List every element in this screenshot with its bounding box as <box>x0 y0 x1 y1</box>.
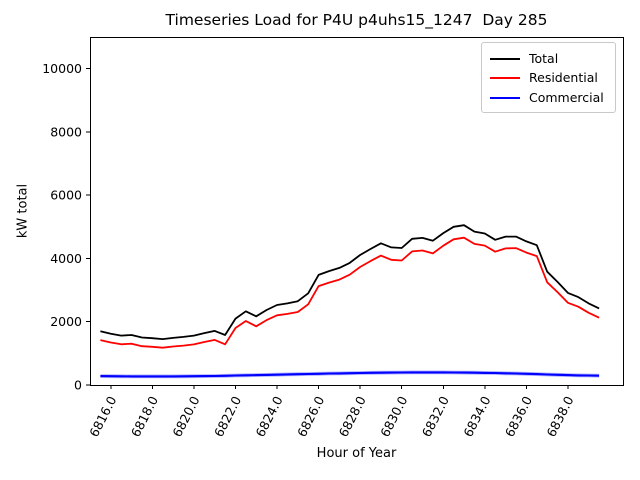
y-tick-label: 0 <box>74 378 82 393</box>
x-tick-label: 6830.0 <box>377 394 410 440</box>
legend-label-residential: Residential <box>529 70 598 85</box>
y-tick-label: 6000 <box>50 188 82 203</box>
axes-frame <box>90 37 624 386</box>
x-tick-label: 6838.0 <box>543 394 576 440</box>
legend-line-commercial-icon <box>490 96 520 99</box>
series-line-total <box>100 224 600 341</box>
x-tick-label: 6832.0 <box>419 394 452 440</box>
legend-line-total-icon <box>490 57 520 60</box>
legend-label-total: Total <box>529 50 559 66</box>
x-tick-label: 6822.0 <box>211 394 244 440</box>
legend-entry-total: Total <box>482 49 615 69</box>
legend-line-residential-icon <box>490 77 520 80</box>
x-tick-label: 6828.0 <box>336 394 369 440</box>
x-tick-label: 6818.0 <box>128 394 161 440</box>
y-tick-label: 8000 <box>50 124 82 139</box>
y-tick-label: 4000 <box>50 251 82 266</box>
x-tick-label: 6826.0 <box>294 394 327 440</box>
legend: Total Residential Commercial <box>481 42 616 113</box>
x-tick-label: 6834.0 <box>460 394 493 440</box>
legend-entry-commercial: Commercial <box>482 88 615 108</box>
x-tick-label: 6836.0 <box>502 394 535 440</box>
legend-label-commercial: Commercial <box>529 89 604 105</box>
chart-title: Timeseries Load for P4U p4uhs15_1247 Day… <box>165 11 548 29</box>
x-tick-label: 6820.0 <box>169 394 202 440</box>
x-tick-label: 6816.0 <box>86 394 119 440</box>
x-tick-label: 6824.0 <box>252 394 285 440</box>
y-tick-label: 10000 <box>42 61 82 76</box>
series-line-residential <box>100 236 600 349</box>
legend-entry-residential: Residential <box>482 69 615 89</box>
x-axis-label: Hour of Year <box>316 446 397 461</box>
series-line-commercial <box>100 371 600 378</box>
y-tick-label: 2000 <box>50 314 82 329</box>
